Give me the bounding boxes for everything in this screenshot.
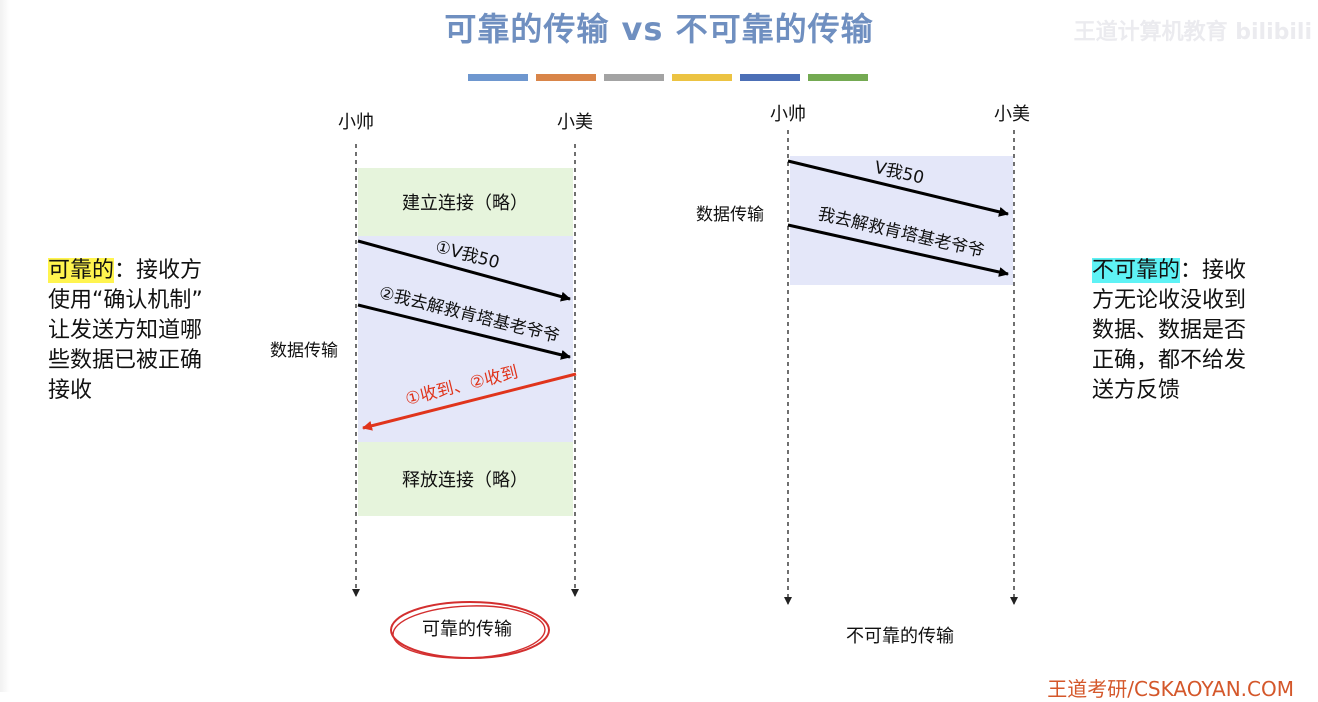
reliable-definition: 可靠的：接收方 使用“确认机制” 让发送方知道哪 些数据已被正确 接收 [48, 256, 248, 406]
reliable-note-line: ：接收方 [114, 258, 203, 283]
reliable-sender-label: 小帅 [338, 112, 374, 133]
unreliable-sender-label: 小帅 [770, 104, 806, 125]
establish-connection-box [358, 168, 573, 236]
unreliable-note-line: ：接收 [1180, 258, 1247, 283]
message-arrow-2 [357, 303, 571, 360]
reliable-note-line: 使用“确认机制” [48, 288, 203, 313]
reliable-receiver-label: 小美 [557, 112, 593, 133]
reliable-note-line: 些数据已被正确 [48, 348, 203, 373]
reliable-phase-label: 数据传输 [270, 341, 338, 361]
unreliable-transmission-diagram: 小帅 小美 数据传输 V我50 我去解救肯塔基老爷爷 不可靠的传输 [696, 104, 1030, 647]
slide-edge-shadow [0, 0, 10, 692]
message-arrow-1 [357, 239, 571, 302]
unreliable-receiver-label: 小美 [994, 104, 1030, 125]
accent-bar-gray [604, 74, 664, 81]
accent-bar-orange [536, 74, 596, 81]
caption-circle-stroke [392, 605, 546, 659]
unreliable-phase-label: 数据传输 [696, 205, 764, 225]
reliable-caption: 可靠的传输 [422, 619, 512, 640]
unreliable-caption: 不可靠的传输 [846, 626, 954, 647]
release-connection-label: 释放连接（略） [402, 470, 528, 491]
unreliable-data-transfer-box [790, 156, 1013, 285]
footer-brand: 王道考研/CSKAOYAN.COM [1047, 677, 1294, 701]
accent-bar-blue [468, 74, 528, 81]
unreliable-note-line: 方无论收没收到 [1092, 288, 1247, 313]
ack-arrow [362, 372, 577, 431]
page-title: 可靠的传输 vs 不可靠的传输 [444, 10, 874, 48]
release-connection-box [358, 442, 573, 516]
watermark: 王道计算机教育 bilibili [1073, 20, 1312, 45]
unreliable-definition: 不可靠的：接收 方无论收没收到 数据、数据是否 正确，都不给发 送方反馈 [1092, 256, 1282, 406]
unreliable-note-line: 数据、数据是否 [1092, 318, 1247, 343]
unreliable-term: 不可靠的 [1092, 258, 1181, 283]
unreliable-note-line: 正确，都不给发 [1092, 348, 1247, 373]
reliable-note-line: 接收 [48, 378, 93, 403]
accent-bar-navy [740, 74, 800, 81]
reliable-transmission-diagram: 小帅 小美 建立连接（略） 数据传输 ①V我50 ②我去解救肯塔基老爷爷 ①收到… [270, 112, 593, 659]
establish-connection-label: 建立连接（略） [402, 193, 528, 214]
unreliable-note-line: 送方反馈 [1092, 378, 1181, 403]
unreliable-message-arrow-1 [787, 159, 1009, 217]
unreliable-message-arrow-2 [787, 223, 1009, 277]
accent-bar-green [808, 74, 868, 81]
accent-bar-yellow [672, 74, 732, 81]
reliable-term: 可靠的 [48, 258, 115, 283]
reliable-note-line: 让发送方知道哪 [48, 318, 203, 343]
